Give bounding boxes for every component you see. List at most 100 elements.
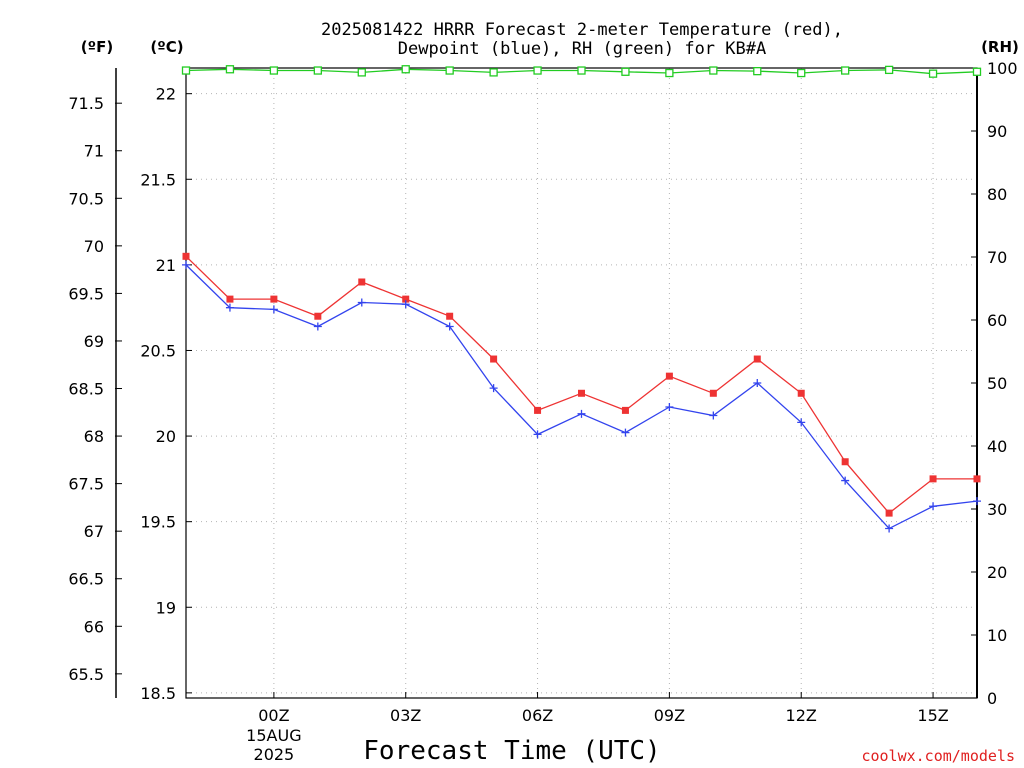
- rh-point: [972, 67, 982, 76]
- dewpoint-point: [445, 322, 454, 331]
- rh-point: [577, 66, 586, 75]
- grid-lines: [186, 68, 977, 698]
- celsius-tick-label: 22: [156, 85, 176, 104]
- rh-point: [313, 66, 322, 75]
- temperature-line: [185, 255, 977, 514]
- chart-title-line1: 2025081422 HRRR Forecast 2-meter Tempera…: [321, 20, 843, 40]
- temperature-point: [226, 295, 234, 303]
- temperature-point: [358, 278, 366, 286]
- rh-tick-label: 60: [987, 311, 1007, 330]
- rh-tick-label: 100: [987, 59, 1018, 78]
- x-tick-label: 00Z: [258, 706, 289, 725]
- x-tick-sublabel: 15AUG: [246, 726, 301, 745]
- temperature-point: [314, 312, 322, 320]
- temperature-point: [753, 355, 761, 363]
- dewpoint-point: [489, 384, 498, 393]
- fahrenheit-tick-label: 70.5: [68, 189, 104, 208]
- fahrenheit-tick-label: 66: [84, 617, 104, 636]
- rh-tick-label: 70: [987, 248, 1007, 267]
- temperature-point: [797, 389, 805, 397]
- rh-point: [621, 67, 630, 76]
- dewpoint-point: [753, 379, 762, 387]
- dewpoint-point: [225, 303, 234, 312]
- data-series: [181, 65, 982, 533]
- dewpoint-point: [797, 418, 806, 427]
- rh-tick-label: 40: [987, 437, 1007, 456]
- plot-frame: [185, 67, 978, 699]
- celsius-axis-header: (ºC): [150, 38, 183, 56]
- dewpoint-point: [841, 476, 850, 485]
- x-tick-label: 09Z: [654, 706, 685, 725]
- dewpoint-point: [401, 300, 410, 309]
- fahrenheit-tick-label: 69.5: [68, 284, 104, 303]
- fahrenheit-tick-label: 70: [84, 237, 104, 256]
- temperature-point: [973, 475, 981, 483]
- rh-tick-label: 10: [987, 626, 1007, 645]
- temperature-point: [709, 389, 717, 397]
- rh-point: [797, 68, 806, 78]
- temperature-point: [665, 372, 673, 380]
- rh-tick-label: 90: [987, 122, 1007, 141]
- dewpoint-point: [269, 305, 278, 314]
- credit-text: coolwx.com/models: [861, 747, 1015, 765]
- fahrenheit-tick-label: 65.5: [68, 665, 104, 684]
- rh-point: [445, 66, 454, 75]
- dewpoint-point: [665, 402, 674, 411]
- rh-point: [533, 66, 542, 75]
- celsius-tick-label: 20: [156, 427, 176, 446]
- dewpoint-point: [885, 524, 894, 533]
- dewpoint-point: [709, 411, 718, 420]
- rh-point: [269, 66, 279, 75]
- rh-point: [181, 66, 191, 75]
- rh-tick-label: 20: [987, 563, 1007, 582]
- rh-point: [401, 65, 410, 74]
- celsius-tick-label: 19.5: [140, 513, 176, 532]
- dewpoint-point: [973, 497, 981, 506]
- rh-point: [489, 68, 498, 77]
- tick-labels: 65.5 66 66.5 67 67.5 68 68.5 69 69.5 70 70.5 71 71.5…: [68, 59, 1017, 764]
- fahrenheit-tick-label: 71.5: [68, 94, 104, 113]
- rh-tick-label: 0: [987, 689, 997, 708]
- temperature-point: [402, 295, 410, 303]
- temperature-point: [490, 355, 498, 363]
- temperature-point: [446, 312, 454, 320]
- temperature-point: [534, 406, 542, 414]
- rh-point: [753, 67, 762, 76]
- temperature-point: [885, 509, 893, 517]
- temperature-point: [621, 406, 629, 414]
- fahrenheit-tick-label: 66.5: [68, 570, 104, 589]
- x-tick-label: 12Z: [786, 706, 817, 725]
- rh-point: [225, 65, 235, 74]
- temperature-point: [929, 475, 937, 483]
- celsius-tick-label: 18.5: [140, 684, 176, 703]
- rh-point: [709, 66, 718, 75]
- fahrenheit-tick-label: 68.5: [68, 380, 104, 399]
- x-tick-label: 03Z: [390, 706, 421, 725]
- rh-tick-label: 30: [987, 500, 1007, 519]
- temperature-point: [182, 252, 190, 260]
- dewpoint-point: [929, 502, 938, 511]
- dewpoint-point: [577, 409, 586, 418]
- dewpoint-point: [313, 322, 322, 331]
- x-tick-sublabel: 2025: [254, 745, 295, 764]
- temperature-point: [578, 389, 585, 397]
- x-tick-label: 15Z: [917, 706, 948, 725]
- fahrenheit-tick-label: 67.5: [68, 475, 104, 494]
- temperature-point: [841, 458, 849, 466]
- chart-title-line2: Dewpoint (blue), RH (green) for KB#A: [398, 39, 766, 59]
- rh-point: [665, 68, 674, 78]
- celsius-tick-label: 19: [156, 598, 176, 617]
- rh-axis-header: (RH): [981, 38, 1019, 56]
- rh-point: [884, 65, 894, 75]
- rh-point: [928, 69, 938, 78]
- fahrenheit-tick-label: 67: [84, 522, 104, 541]
- celsius-tick-label: 21.5: [140, 170, 176, 189]
- dewpoint-point: [621, 428, 630, 437]
- temperature-point: [270, 295, 278, 303]
- rh-point: [357, 68, 366, 77]
- dewpoint-point: [357, 298, 366, 307]
- rh-point: [841, 66, 850, 75]
- axes: [115, 67, 978, 699]
- fahrenheit-axis-header: (ºF): [81, 38, 113, 56]
